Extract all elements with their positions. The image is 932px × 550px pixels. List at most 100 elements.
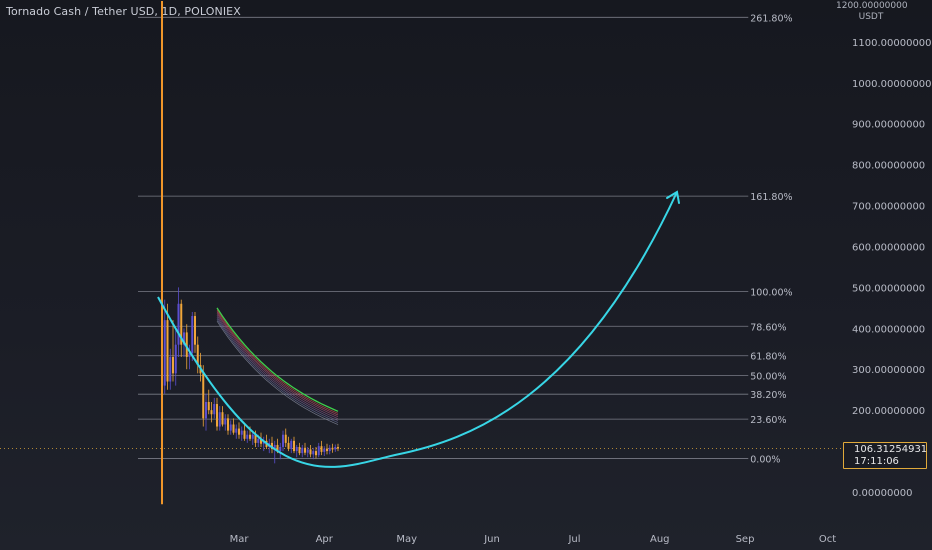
candle-body [207, 401, 210, 411]
candle-body [323, 448, 326, 452]
candle-body [290, 440, 293, 450]
current-price-badge: 106.31254931 17:11:06 [843, 442, 927, 469]
candle-body [240, 430, 243, 435]
candle-body [326, 448, 328, 452]
ma-ribbon-line [216, 319, 339, 423]
candle-body [315, 451, 317, 456]
candle-body [306, 449, 309, 453]
candle-body [224, 418, 227, 425]
candle-body [279, 446, 282, 452]
y-axis-tick-label: 600.00000000 [852, 242, 925, 253]
ma-ribbon-line [216, 317, 339, 421]
candle-body [202, 373, 205, 419]
candle-body [317, 446, 320, 456]
candle-body [257, 438, 260, 443]
projection-arrow-head [666, 190, 680, 204]
candle-body [273, 444, 276, 450]
candle-body [331, 447, 334, 450]
y-axis-tick-label: 1000.00000000 [852, 79, 932, 90]
candle-body [287, 442, 290, 450]
candle-body [216, 404, 218, 427]
candle-body [284, 434, 287, 443]
candle-body [282, 434, 284, 447]
candle-body [166, 320, 169, 382]
candle-body [194, 316, 196, 345]
candle-body [210, 410, 213, 415]
ma-ribbon-line [216, 313, 339, 418]
y-axis-tick-label: 200.00000000 [852, 406, 925, 417]
candle-body [295, 446, 298, 452]
x-axis-tick-label: May [396, 534, 417, 545]
y-axis-tick-label: 0.00000000 [852, 488, 912, 499]
fib-level-label: 0.00% [750, 454, 780, 465]
candle-body [218, 412, 221, 427]
candle-body [232, 424, 235, 433]
y-axis-top-value: 1200.00000000 [836, 1, 908, 11]
x-axis-tick-label: Apr [316, 534, 334, 545]
candle-body [254, 434, 257, 443]
candle-body [205, 401, 207, 419]
y-axis-tick-label: 900.00000000 [852, 120, 925, 131]
candle-body [276, 444, 279, 452]
candle-body [298, 446, 301, 454]
candle-body [246, 434, 249, 439]
candle-body [334, 446, 337, 450]
candle-countdown: 17:11:06 [854, 456, 899, 467]
candle-body [229, 424, 232, 431]
fib-level-label: 50.00% [750, 371, 786, 382]
candle-body [196, 344, 199, 366]
candle-body [235, 428, 238, 433]
fib-level-label: 23.60% [750, 415, 786, 426]
candle-body [328, 447, 331, 452]
x-axis-tick-label: Mar [230, 534, 250, 545]
ma-ribbon-line [216, 307, 339, 412]
y-axis-tick-label: 500.00000000 [852, 283, 925, 294]
candle-body [185, 332, 188, 357]
candle-body [163, 320, 166, 386]
candle-body [249, 434, 251, 439]
candle-body [188, 352, 191, 357]
candle-body [183, 332, 185, 345]
y-axis-tick-label: 1100.00000000 [852, 38, 932, 49]
candle-body [260, 438, 262, 444]
candle-body [251, 434, 254, 439]
candle-body [238, 428, 240, 435]
candle-body [337, 446, 339, 449]
candle-body [301, 447, 304, 454]
candle-body [293, 440, 295, 452]
chart-title: Tornado Cash / Tether USD, 1D, POLONIEX [6, 5, 241, 18]
candle-body [227, 418, 229, 431]
x-axis-tick-label: Aug [650, 534, 670, 545]
candle-body [271, 442, 273, 450]
y-axis-tick-label: 300.00000000 [852, 365, 925, 376]
candle-body [169, 356, 172, 382]
y-axis-tick-label: 400.00000000 [852, 324, 925, 335]
ma-ribbon-line [216, 311, 339, 416]
y-axis-unit-label: 1200.00000000 USDT [836, 1, 908, 23]
ma-ribbon-line [216, 315, 339, 420]
fib-level-label: 161.80% [750, 192, 792, 203]
candle-body [243, 430, 246, 439]
candle-body [191, 316, 194, 353]
candle-body [177, 303, 180, 345]
fib-level-label: 61.80% [750, 352, 786, 363]
fib-level-label: 78.60% [750, 322, 786, 333]
candle-body [309, 449, 312, 455]
fib-level-label: 100.00% [750, 287, 792, 298]
x-axis-tick-label: Jul [567, 534, 580, 545]
x-axis-tick-label: Sep [736, 534, 755, 545]
candle-body [213, 404, 216, 415]
fib-level-label: 38.20% [750, 390, 786, 401]
x-axis-tick-label: Oct [819, 534, 836, 545]
candle-body [172, 356, 174, 374]
projection-curve [157, 191, 678, 468]
current-price-value: 106.31254931 [854, 444, 928, 455]
y-axis-unit: USDT [858, 12, 884, 22]
x-axis-tick-label: Jun [483, 534, 500, 545]
ma-ribbon-line [216, 320, 339, 425]
candle-body [180, 303, 183, 345]
candle-body [174, 344, 177, 374]
candle-body [221, 412, 224, 425]
candle-body [304, 447, 306, 453]
